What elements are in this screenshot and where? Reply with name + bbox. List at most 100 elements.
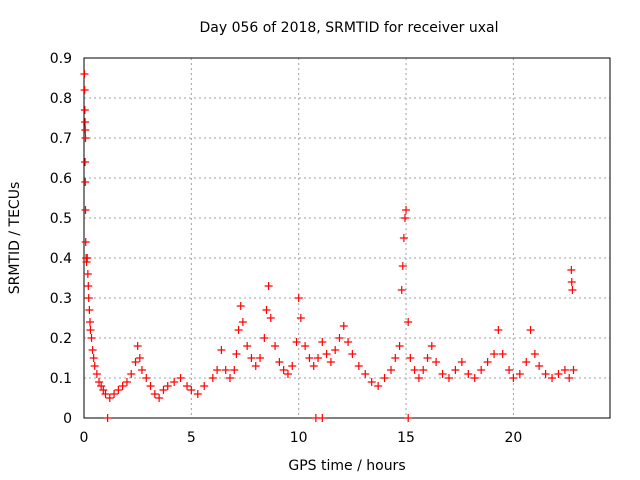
data-point — [81, 238, 90, 246]
data-point — [568, 286, 577, 294]
data-point — [322, 350, 331, 358]
data-point — [80, 86, 89, 94]
data-point — [279, 366, 288, 374]
axis-ticks: 0 5 10 15 20 0 0.1 0.2 0.3 0.4 0.5 0.6 0.7 0.8 0.9 — [50, 51, 523, 446]
data-point — [483, 358, 492, 366]
data-point — [82, 258, 91, 266]
grid-lines — [83, 57, 610, 419]
data-points — [80, 70, 578, 422]
data-point — [427, 342, 436, 350]
data-point — [387, 366, 396, 374]
data-point — [565, 374, 574, 382]
data-point — [135, 354, 144, 362]
data-point — [404, 318, 413, 326]
data-point — [262, 306, 271, 314]
data-point — [80, 106, 89, 114]
data-point — [208, 374, 217, 382]
data-point — [402, 206, 411, 214]
data-point — [391, 354, 400, 362]
data-point — [560, 366, 569, 374]
data-point — [548, 374, 557, 382]
data-point — [438, 370, 447, 378]
data-point — [344, 338, 353, 346]
y-tick-label: 0.1 — [50, 371, 72, 387]
data-point — [399, 234, 408, 242]
data-point — [494, 326, 503, 334]
data-point — [410, 366, 419, 374]
x-tick-label: 10 — [290, 430, 308, 446]
data-point — [271, 342, 280, 350]
data-point — [187, 386, 196, 394]
data-point — [81, 178, 90, 186]
y-tick-label: 0.7 — [50, 131, 72, 147]
data-point — [133, 342, 142, 350]
data-point — [331, 346, 340, 354]
data-point — [541, 370, 550, 378]
y-tick-label: 0.4 — [50, 251, 72, 267]
data-point — [217, 346, 226, 354]
data-point — [380, 374, 389, 382]
data-point — [444, 374, 453, 382]
data-point — [283, 370, 292, 378]
data-point — [400, 214, 409, 222]
data-point — [127, 370, 136, 378]
data-point — [457, 358, 466, 366]
data-point — [569, 366, 578, 374]
data-point — [335, 334, 344, 342]
y-tick-label: 0 — [63, 411, 72, 427]
data-point — [419, 366, 428, 374]
data-point — [89, 354, 98, 362]
data-point — [193, 390, 202, 398]
data-point — [367, 378, 376, 386]
data-point — [84, 282, 93, 290]
data-point — [101, 390, 110, 398]
data-point — [296, 314, 305, 322]
data-point — [404, 414, 413, 422]
data-point — [114, 386, 123, 394]
data-point — [247, 354, 256, 362]
data-point — [87, 334, 96, 342]
data-point — [142, 374, 151, 382]
data-point — [432, 358, 441, 366]
data-point — [122, 378, 131, 386]
data-point — [90, 362, 99, 370]
data-point — [326, 358, 335, 366]
x-tick-label: 0 — [80, 430, 89, 446]
data-point — [397, 286, 406, 294]
data-point — [470, 374, 479, 382]
data-point — [464, 370, 473, 378]
data-point — [395, 342, 404, 350]
y-tick-label: 0.6 — [50, 171, 72, 187]
data-point — [92, 370, 101, 378]
data-point — [509, 374, 518, 382]
data-point — [81, 118, 90, 126]
data-point — [176, 374, 185, 382]
data-point — [490, 350, 499, 358]
data-point — [225, 374, 234, 382]
data-point — [498, 350, 507, 358]
data-point — [567, 266, 576, 274]
data-point — [232, 350, 241, 358]
data-point — [81, 158, 90, 166]
data-point — [318, 414, 327, 422]
plot-frame — [83, 57, 611, 419]
data-point — [230, 366, 239, 374]
data-point — [309, 362, 318, 370]
data-point — [159, 386, 168, 394]
x-axis-label: GPS time / hours — [288, 458, 405, 474]
data-point — [200, 382, 209, 390]
data-point — [131, 358, 140, 366]
data-point — [137, 366, 146, 374]
data-point — [105, 394, 114, 402]
data-point — [522, 358, 531, 366]
data-point — [288, 362, 297, 370]
data-point — [99, 386, 108, 394]
data-point — [110, 390, 119, 398]
data-point — [251, 362, 260, 370]
data-point — [150, 390, 159, 398]
data-point — [398, 262, 407, 270]
data-point — [530, 350, 539, 358]
data-point — [81, 126, 90, 134]
data-point — [83, 270, 92, 278]
